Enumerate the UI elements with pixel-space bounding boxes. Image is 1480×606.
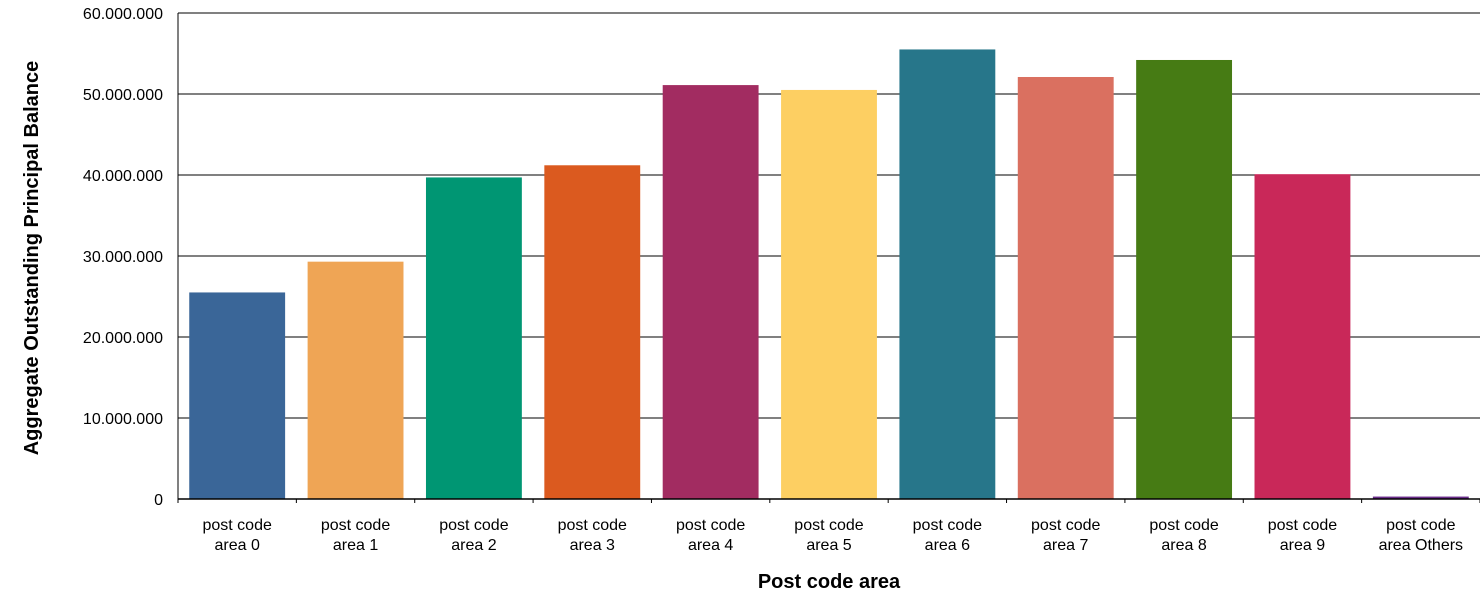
x-tick-labels: post code area 0 post code area 1 post code a… [202,517,1463,554]
x-tick-label-line: area 4 [688,537,733,554]
x-tick-label-line: area 3 [570,537,615,554]
x-tick-label-line: post code [1031,517,1100,534]
x-tick-label: post code area 6 [913,517,982,554]
bar [307,261,404,499]
bar [189,292,286,499]
x-tick-label: post code area 7 [1031,517,1100,554]
x-tick-label-line: post code [202,517,271,534]
bars [189,49,1469,500]
y-tick-labels: 0 10.000.000 20.000.000 30.000.000 40.000.00… [83,6,163,509]
x-tick-label-line: post code [321,517,390,534]
x-tick-label: post code area 2 [439,517,508,554]
x-tick-label-line: post code [439,517,508,534]
x-tick-label-line: area 6 [925,537,970,554]
bar [781,89,877,499]
y-axis-title: Aggregate Outstanding Principal Balance [21,61,43,456]
bar [899,49,996,499]
x-tick-label-line: post code [1386,517,1455,534]
y-tick-label: 40.000.000 [83,168,163,185]
y-tick-label: 0 [154,492,163,509]
x-tick-label-line: post code [1149,517,1218,534]
x-tick-label-line: area 7 [1043,537,1088,554]
x-tick-label: post code area Others [1379,517,1463,554]
axes [177,12,1480,503]
bar [1017,76,1114,500]
x-tick-label-line: area 8 [1161,537,1206,554]
x-tick-label: post code area 5 [794,517,863,554]
x-tick-label: post code area 1 [321,517,390,554]
bar [1372,496,1469,499]
x-tick-label: post code area 3 [558,517,627,554]
x-tick-label: post code area 8 [1149,517,1218,554]
y-tick-label: 20.000.000 [83,330,163,347]
x-tick-label-line: area 1 [333,537,378,554]
bar [544,165,641,499]
x-tick-label-line: area 0 [214,537,259,554]
bar [425,177,522,499]
x-tick-label: post code area 0 [202,517,271,554]
x-tick-label: post code area 9 [1268,517,1337,554]
x-tick-label-line: post code [676,517,745,534]
y-tick-label: 10.000.000 [83,411,163,428]
x-tick-label-line: post code [913,517,982,534]
y-tick-label: 50.000.000 [83,87,163,104]
y-tick-label: 60.000.000 [83,6,163,23]
y-tick-label: 30.000.000 [83,249,163,266]
bar [1254,174,1351,499]
bar [1136,59,1233,499]
bar [662,85,759,499]
x-tick-label-line: area 5 [806,537,851,554]
x-tick-label-line: area 2 [451,537,496,554]
x-tick-label-line: area Others [1379,537,1463,554]
x-tick-label-line: post code [1268,517,1337,534]
x-tick-label-line: area 9 [1280,537,1325,554]
x-tick-label-line: post code [558,517,627,534]
x-axis-title: Post code area [758,571,901,593]
x-tick-label: post code area 4 [676,517,745,554]
x-tick-label-line: post code [794,517,863,534]
